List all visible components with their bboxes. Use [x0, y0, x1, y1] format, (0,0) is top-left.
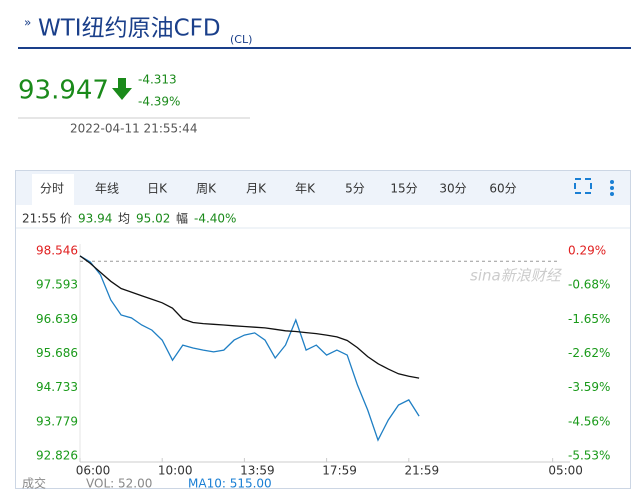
y-tick-label: 92.826 [36, 449, 78, 463]
x-tick-label: 10:00 [158, 464, 193, 478]
tab[interactable]: 15分 [390, 182, 417, 196]
menu-icon[interactable] [610, 180, 614, 184]
y2-tick-label: -4.56% [568, 414, 610, 428]
menu-icon [610, 186, 614, 190]
down-arrow [112, 78, 132, 100]
series-line [79, 255, 420, 379]
tab[interactable]: 月K [246, 182, 267, 196]
series-line [79, 255, 420, 442]
title-icon: » [24, 16, 31, 30]
tab[interactable]: 年线 [95, 182, 119, 196]
x-tick-label: 06:00 [76, 464, 111, 478]
code: (CL) [230, 33, 252, 46]
tab[interactable]: 30分 [439, 182, 466, 196]
y2-tick-label: -0.68% [568, 278, 610, 292]
info-range: -4.40% [194, 212, 236, 226]
tab[interactable]: 年K [295, 182, 316, 196]
x-tick-label: 21:59 [405, 464, 440, 478]
info-label: 幅 [176, 211, 188, 226]
tab[interactable]: 日K [147, 182, 168, 196]
change-pct: -4.39% [138, 95, 180, 109]
fullscreen-icon[interactable] [574, 178, 592, 194]
y2-tick-label: -5.53% [568, 449, 610, 463]
timestamp: 2022-04-11 21:55:44 [70, 122, 197, 136]
menu-icon [610, 192, 614, 196]
y-tick-label: 95.686 [36, 346, 78, 360]
info-avg: 95.02 [136, 212, 170, 226]
footer-label: 成交 [22, 476, 46, 489]
tab-active [32, 174, 74, 205]
tab[interactable]: 60分 [489, 182, 516, 196]
footer-vol: VOL: 52.00 [86, 477, 152, 489]
y-tick-label: 96.639 [36, 312, 78, 326]
y2-tick-label: -3.59% [568, 380, 610, 394]
tab[interactable]: 周K [196, 182, 217, 196]
chart-box [15, 170, 631, 489]
y2-tick-label: -1.65% [568, 312, 610, 326]
y-tick-label: 93.779 [36, 414, 78, 428]
x-tick-label: 17:59 [322, 464, 357, 478]
y2-tick-label: 0.29% [568, 244, 606, 258]
y-tick-label: 94.733 [36, 380, 78, 394]
x-tick-label: 13:59 [240, 464, 275, 478]
info-price: 93.94 [78, 212, 112, 226]
tab-bar [16, 171, 630, 205]
tab[interactable]: 分时 [40, 182, 64, 196]
footer-ma: MA10: 515.00 [188, 477, 272, 489]
change: -4.313 [138, 73, 177, 87]
watermark: sina新浪财经 [470, 267, 563, 285]
info-label: 价 [60, 212, 72, 226]
y-tick-label: 97.593 [36, 278, 78, 292]
tab[interactable]: 5分 [345, 182, 365, 196]
y-tick-label: 98.546 [36, 244, 78, 258]
price: 93.947 [18, 76, 109, 106]
title: WTI纽约原油CFD [38, 16, 221, 42]
y2-tick-label: -2.62% [568, 346, 610, 360]
info-time: 21:55 [22, 212, 57, 226]
info-label: 均 [118, 212, 130, 226]
x-tick-label: 05:00 [548, 464, 583, 478]
